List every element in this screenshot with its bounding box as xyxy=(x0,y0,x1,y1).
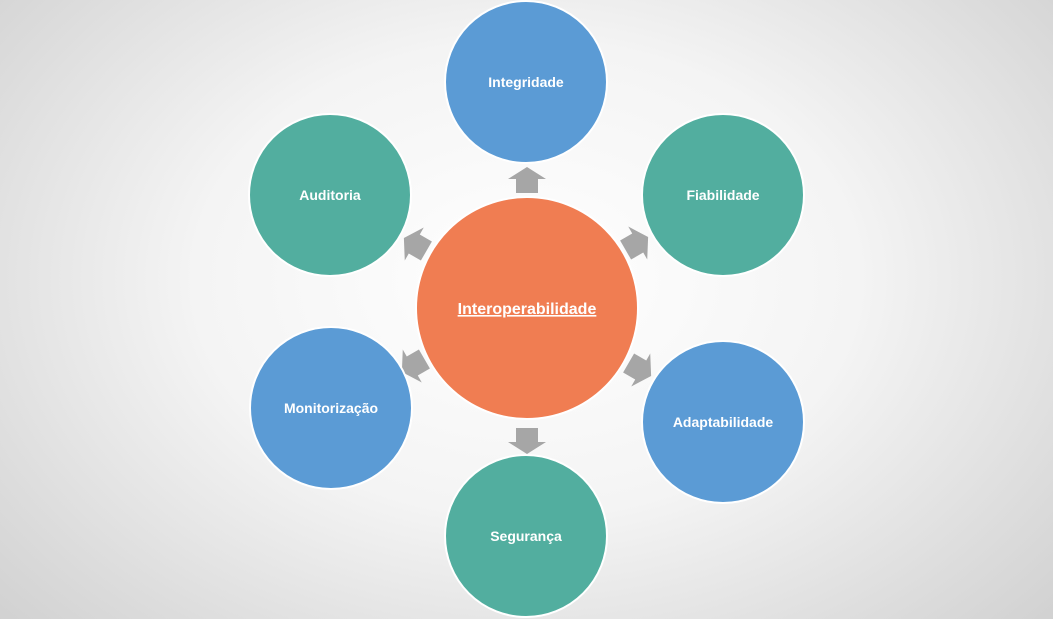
connector-arrows xyxy=(401,167,652,454)
node-fiabilidade: Fiabilidade xyxy=(641,113,805,277)
node-seguranca-circle xyxy=(444,454,608,618)
center-node-label: Interoperabilidade xyxy=(458,301,597,318)
node-monitorizacao-label: Monitorização xyxy=(284,400,378,416)
arrow-to-integridade xyxy=(508,167,546,193)
arrow-to-monitorizacao xyxy=(401,349,430,383)
node-auditoria-circle xyxy=(248,113,412,277)
node-integridade-circle xyxy=(444,0,608,164)
node-auditoria: Auditoria xyxy=(248,113,412,277)
arrow-to-adaptabilidade xyxy=(623,353,652,387)
node-adaptabilidade-label: Adaptabilidade xyxy=(673,414,774,430)
node-fiabilidade-label: Fiabilidade xyxy=(686,187,759,203)
node-integridade: Integridade xyxy=(444,0,608,164)
node-seguranca: Segurança xyxy=(444,454,608,618)
outer-nodes: Integridade Fiabilidade Adaptabilidade S… xyxy=(248,0,805,618)
node-adaptabilidade-circle xyxy=(641,340,805,504)
arrow-to-fiabilidade xyxy=(620,226,649,260)
node-integridade-label: Integridade xyxy=(488,74,564,90)
node-auditoria-label: Auditoria xyxy=(299,187,361,203)
node-adaptabilidade: Adaptabilidade xyxy=(641,340,805,504)
arrow-to-seguranca xyxy=(508,428,546,454)
center-node: Interoperabilidade xyxy=(415,196,639,420)
arrow-to-auditoria xyxy=(403,227,432,261)
node-monitorizacao-circle xyxy=(249,326,413,490)
node-seguranca-label: Segurança xyxy=(490,528,562,544)
node-monitorizacao: Monitorização xyxy=(249,326,413,490)
center-node-circle xyxy=(415,196,639,420)
node-fiabilidade-circle xyxy=(641,113,805,277)
